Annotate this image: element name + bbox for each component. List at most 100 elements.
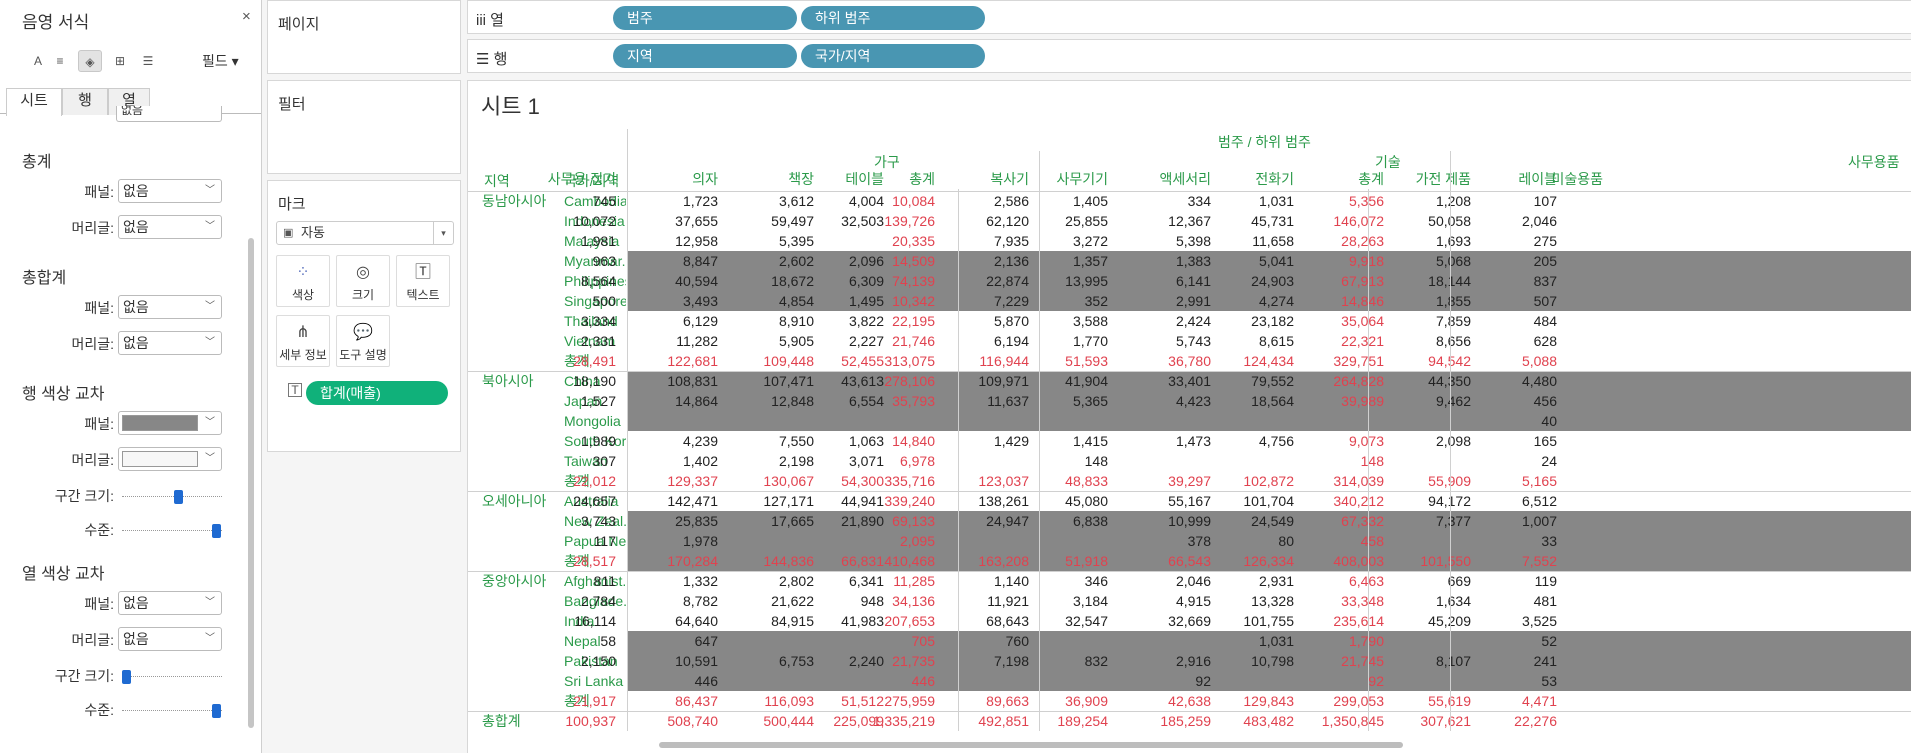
value-cell: 126,334 [1243, 553, 1294, 569]
value-cell [1121, 411, 1211, 431]
rowband-size-slider[interactable] [122, 490, 222, 504]
value-cell: 6,838 [1072, 513, 1108, 529]
size-button[interactable]: ◎ 크기 [336, 255, 390, 307]
grid-line [468, 571, 1911, 572]
total-header-dropdown[interactable]: 없음 ﹀ [118, 215, 222, 239]
chevron-down-icon: ﹀ [205, 337, 215, 348]
mark-type-value: 자동 [301, 225, 325, 240]
scrolled-dropdown[interactable]: 없음 [116, 106, 222, 122]
mark-type-dropdown[interactable]: ▣ 자동 ▾ [276, 221, 454, 245]
value-cell: 1,383 [1175, 253, 1211, 269]
color-button[interactable]: ⁘ 색상 [276, 255, 330, 307]
total-cell: 335,716 [884, 473, 935, 489]
colband-pane-dropdown[interactable]: 없음 ﹀ [118, 591, 222, 615]
value-cell: 21,917 [573, 693, 616, 709]
value-cell: 7,198 [993, 653, 1029, 669]
value-cell: 43,613 [841, 373, 884, 389]
region-label: 오세아니아 [482, 493, 547, 509]
region-label: 북아시아 [482, 373, 534, 389]
country-label: Vietnam [564, 333, 616, 349]
header-category-subcategory: 범주 / 하위 범주 [1218, 134, 1311, 150]
rowband-header-color[interactable]: ﹀ [118, 447, 222, 471]
value-cell: 1,473 [1175, 433, 1211, 449]
value-cell: 3,493 [682, 293, 718, 309]
value-cell: 12,367 [1168, 213, 1211, 229]
row-band [627, 631, 1911, 651]
row-pill-country[interactable]: 국가/지역 [801, 44, 985, 68]
lines-format-icon[interactable]: ☰ [142, 54, 154, 68]
value-cell: 36,909 [1065, 693, 1108, 709]
rowband-pane-color[interactable]: ﹀ [118, 411, 222, 435]
grand-pane-dropdown[interactable]: 없음 ﹀ [118, 295, 222, 319]
value-cell: 163,208 [978, 553, 1029, 569]
value-cell: 127,171 [763, 493, 814, 509]
grand-total-cell: 189,254 [1057, 713, 1108, 729]
total-pane-dropdown[interactable]: 없음 ﹀ [118, 179, 222, 203]
font-format-icon[interactable]: A [33, 54, 42, 68]
slider-thumb[interactable] [174, 490, 183, 504]
fields-dropdown[interactable]: 필드 ▾ [202, 53, 239, 69]
sum-sales-pill[interactable]: 합계(매출) [306, 381, 448, 405]
value-cell: 3,184 [1072, 593, 1108, 609]
row-band [627, 271, 1911, 291]
value-cell: 2,096 [848, 253, 884, 269]
row-pill-region[interactable]: 지역 [613, 44, 797, 68]
grid-line [1039, 151, 1040, 731]
value-cell: 123,037 [978, 473, 1029, 489]
shading-format-icon[interactable]: ◈ [78, 50, 102, 72]
tooltip-button[interactable]: 💬 도구 설명 [336, 315, 390, 367]
grand-header-dropdown[interactable]: 없음 ﹀ [118, 331, 222, 355]
borders-format-icon[interactable]: ⊞ [114, 54, 126, 68]
value-cell: 2,150 [580, 653, 616, 669]
colband-size-slider[interactable] [122, 670, 222, 684]
filters-card[interactable]: 필터 [267, 80, 461, 174]
column-pill-category[interactable]: 범주 [613, 6, 797, 30]
value-cell: 1,989 [580, 433, 616, 449]
value-cell: 14,864 [675, 393, 718, 409]
value-cell: 1,770 [1072, 333, 1108, 349]
pages-card[interactable]: 페이지 [267, 0, 461, 74]
value-cell: 44,941 [841, 493, 884, 509]
grand-total-cell: 500,444 [763, 713, 814, 729]
value-cell: 334 [1187, 193, 1211, 209]
row-band [627, 291, 1911, 311]
colband-header-dropdown[interactable]: 없음 ﹀ [118, 627, 222, 651]
value-cell: 39,297 [1168, 473, 1211, 489]
detail-button[interactable]: ⋔ 세부 정보 [276, 315, 330, 367]
slider-thumb[interactable] [122, 670, 131, 684]
colband-level-slider[interactable] [122, 704, 222, 718]
total-cell: 458 [1360, 533, 1384, 549]
value-cell: 18,144 [1381, 271, 1471, 291]
value-cell: 11,282 [676, 333, 718, 349]
value-cell: 45,209 [1381, 611, 1471, 631]
value-cell: 4,471 [1521, 693, 1557, 709]
header-office-supplies: 사무용품 [1848, 154, 1900, 170]
close-icon[interactable]: × [242, 8, 251, 25]
total-cell: 408,003 [1333, 553, 1384, 569]
country-label: Malaysia [564, 233, 620, 249]
column-pill-subcategory[interactable]: 하위 범주 [801, 6, 985, 30]
value-cell: 3,071 [848, 453, 884, 469]
text-button[interactable]: 🅃 텍스트 [396, 255, 450, 307]
value-cell: 1,405 [1072, 193, 1108, 209]
value-cell: 33,401 [1168, 373, 1211, 389]
total-cell: 9,073 [1348, 433, 1384, 449]
tab-rows[interactable]: 행 [62, 88, 108, 115]
total-header-value: 없음 [123, 219, 149, 235]
value-cell: 1,063 [848, 433, 884, 449]
value-cell: 68,643 [986, 613, 1029, 629]
rowband-level-slider[interactable] [122, 524, 222, 538]
value-cell [1121, 451, 1211, 471]
value-cell: 102,872 [1243, 473, 1294, 489]
slider-thumb[interactable] [212, 704, 221, 718]
subcategory-header: 미술용품 [1551, 171, 1603, 187]
slider-thumb[interactable] [212, 524, 221, 538]
total-cell: 21,745 [1341, 653, 1384, 669]
section-row-banding: 행 색상 교차 [22, 386, 105, 403]
horizontal-scrollbar[interactable] [659, 742, 1403, 748]
alignment-format-icon[interactable]: ≡ [56, 54, 64, 68]
row-band [627, 671, 1911, 691]
tab-sheet[interactable]: 시트 [6, 88, 62, 116]
panel-scrollbar[interactable] [248, 238, 254, 728]
value-cell: 1,855 [1435, 293, 1471, 309]
